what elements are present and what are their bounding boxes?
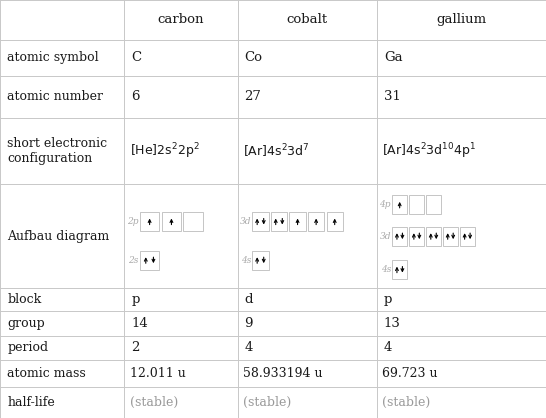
Bar (183, 212, 203, 231)
Bar (162, 212, 181, 231)
Text: carbon: carbon (158, 13, 204, 26)
Text: (stable): (stable) (243, 396, 291, 409)
Bar (140, 212, 159, 231)
Text: 2: 2 (132, 342, 140, 354)
Text: 58.933194 u: 58.933194 u (243, 367, 323, 380)
Bar (252, 212, 269, 231)
Text: gallium: gallium (436, 13, 486, 26)
Text: short electronic
configuration: short electronic configuration (7, 137, 107, 165)
Text: 2p: 2p (127, 217, 139, 226)
Text: 4p: 4p (379, 200, 391, 209)
Bar (410, 195, 424, 214)
Text: 3d: 3d (240, 217, 252, 226)
Bar (308, 212, 324, 231)
Text: 4: 4 (384, 342, 392, 354)
Text: 3d: 3d (379, 232, 391, 241)
Text: 14: 14 (132, 317, 149, 330)
Text: half-life: half-life (7, 396, 55, 409)
Bar (289, 212, 306, 231)
Bar (392, 260, 407, 279)
Text: (stable): (stable) (130, 396, 178, 409)
Text: 27: 27 (245, 90, 262, 104)
Text: period: period (7, 342, 48, 354)
Bar (426, 227, 441, 246)
Text: block: block (7, 293, 41, 306)
Bar (410, 227, 424, 246)
Bar (392, 227, 407, 246)
Text: 4: 4 (245, 342, 253, 354)
Bar (140, 251, 159, 270)
Text: cobalt: cobalt (287, 13, 328, 26)
Text: Co: Co (245, 51, 263, 64)
Text: Ga: Ga (384, 51, 402, 64)
Text: 4s: 4s (381, 265, 391, 274)
Text: 6: 6 (132, 90, 140, 104)
Bar (426, 195, 441, 214)
Text: p: p (384, 293, 392, 306)
Bar (392, 195, 407, 214)
Text: atomic symbol: atomic symbol (7, 51, 99, 64)
Text: 69.723 u: 69.723 u (382, 367, 438, 380)
Text: 31: 31 (384, 90, 401, 104)
Text: Aufbau diagram: Aufbau diagram (7, 229, 109, 243)
Text: 12.011 u: 12.011 u (130, 367, 186, 380)
Text: d: d (245, 293, 253, 306)
Bar (443, 227, 458, 246)
Text: $[\rm{He}]2s^{2}2p^{2}$: $[\rm{He}]2s^{2}2p^{2}$ (130, 141, 200, 161)
Text: $[\rm{Ar}]4s^{2}3d^{7}$: $[\rm{Ar}]4s^{2}3d^{7}$ (243, 142, 310, 160)
Text: $[\rm{Ar}]4s^{2}3d^{10}4p^{1}$: $[\rm{Ar}]4s^{2}3d^{10}4p^{1}$ (382, 141, 477, 161)
Text: group: group (7, 317, 45, 330)
Text: atomic mass: atomic mass (7, 367, 86, 380)
Text: 9: 9 (245, 317, 253, 330)
Text: C: C (132, 51, 142, 64)
Text: atomic number: atomic number (7, 90, 103, 104)
Bar (460, 227, 475, 246)
Text: 13: 13 (384, 317, 401, 330)
Text: 4s: 4s (241, 256, 252, 265)
Text: (stable): (stable) (382, 396, 430, 409)
Bar (252, 251, 269, 270)
Bar (327, 212, 343, 231)
Text: p: p (132, 293, 140, 306)
Bar (271, 212, 287, 231)
Text: 2s: 2s (128, 256, 139, 265)
